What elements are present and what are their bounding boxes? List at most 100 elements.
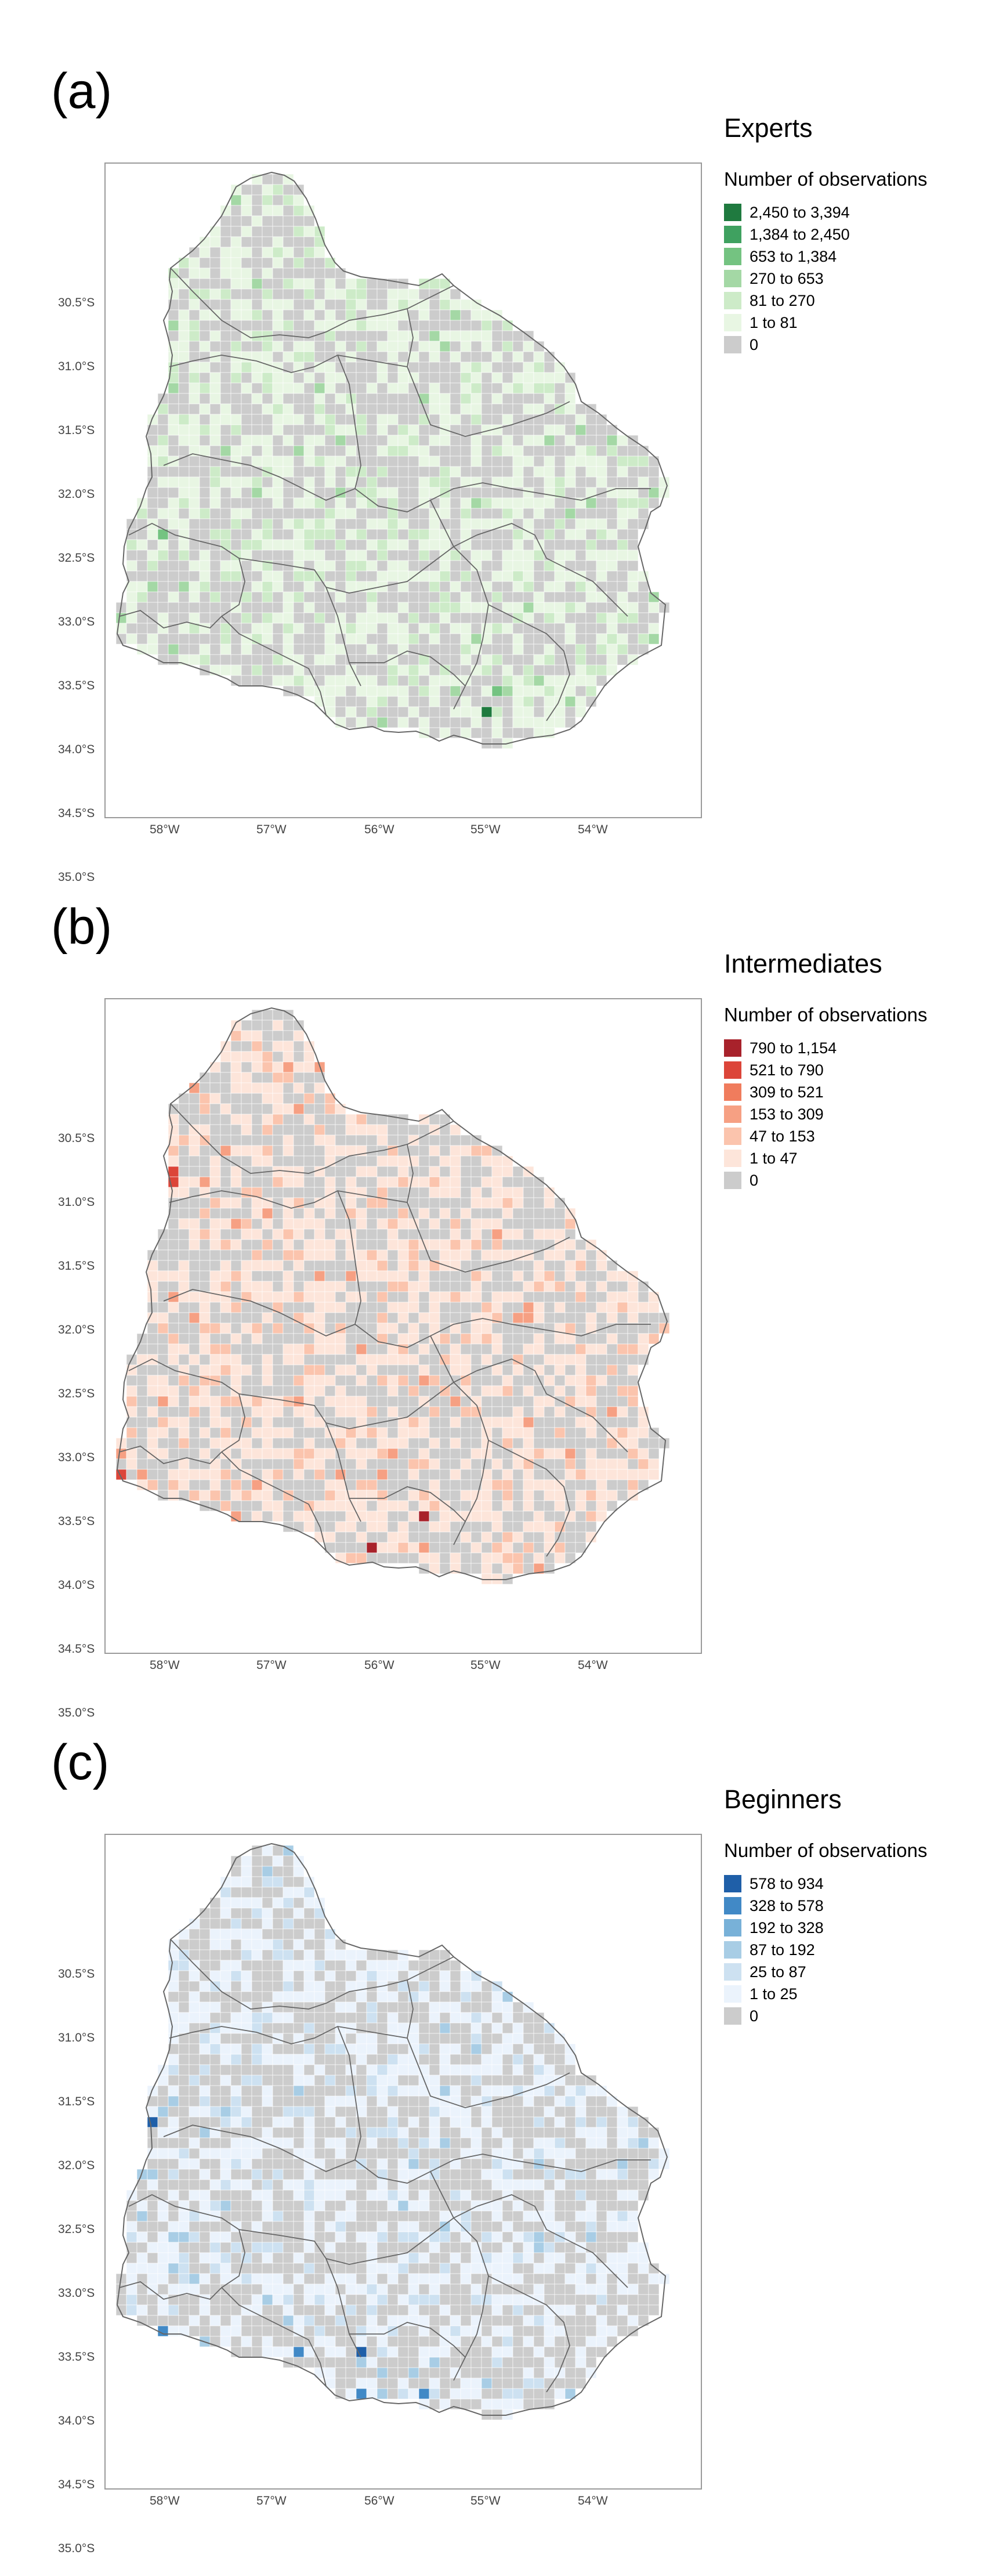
grid-cell xyxy=(283,2137,294,2149)
grid-cell xyxy=(199,2137,211,2149)
grid-cell xyxy=(303,456,315,467)
grid-cell xyxy=(324,456,336,467)
grid-cell xyxy=(251,309,263,321)
grid-cell xyxy=(627,1437,639,1449)
grid-cell xyxy=(283,623,294,634)
grid-cell xyxy=(564,445,576,457)
grid-cell xyxy=(199,529,211,540)
grid-cell xyxy=(189,2001,200,2013)
grid-cell xyxy=(544,2169,555,2180)
grid-cell xyxy=(606,560,618,572)
grid-cell xyxy=(533,1229,545,1240)
grid-cell xyxy=(429,1521,440,1533)
grid-cell xyxy=(366,612,378,624)
grid-cell xyxy=(178,497,190,509)
grid-cell xyxy=(241,1960,252,1971)
grid-cell xyxy=(387,560,399,572)
grid-cell xyxy=(617,2127,628,2138)
grid-cell xyxy=(345,403,357,415)
grid-cell xyxy=(366,1155,378,1167)
grid-cell xyxy=(439,1312,451,1324)
grid-cell xyxy=(502,1479,513,1491)
grid-cell xyxy=(387,2137,399,2149)
grid-cell xyxy=(606,1469,618,1480)
grid-cell xyxy=(502,2116,513,2128)
grid-cell xyxy=(544,1490,555,1501)
grid-cell xyxy=(408,2075,419,2086)
grid-cell xyxy=(283,1114,294,1125)
grid-cell xyxy=(303,1928,315,1940)
grid-cell xyxy=(335,685,346,697)
grid-cell xyxy=(356,2096,367,2107)
grid-cell xyxy=(387,1187,399,1198)
grid-cell xyxy=(241,623,252,634)
grid-cell xyxy=(356,1343,367,1355)
grid-cell xyxy=(220,215,231,227)
grid-cell xyxy=(387,2106,399,2118)
grid-cell xyxy=(262,268,273,279)
grid-cell xyxy=(324,2033,336,2044)
grid-cell xyxy=(272,2137,284,2149)
grid-cell xyxy=(564,424,576,436)
grid-cell xyxy=(470,2158,482,2170)
grid-cell xyxy=(460,1542,472,1553)
grid-cell xyxy=(189,1396,200,1407)
grid-cell xyxy=(439,435,451,446)
grid-cell xyxy=(460,320,472,331)
grid-cell xyxy=(544,623,555,634)
grid-cell xyxy=(387,2096,399,2107)
grid-cell xyxy=(387,539,399,551)
grid-cell xyxy=(554,706,566,718)
grid-cell xyxy=(314,288,325,300)
grid-cell xyxy=(450,372,461,384)
grid-cell xyxy=(512,2127,524,2138)
grid-cell xyxy=(377,518,388,530)
grid-cell xyxy=(606,1260,618,1271)
grid-cell xyxy=(554,591,566,603)
grid-cell xyxy=(502,2169,513,2180)
grid-cell xyxy=(335,1333,346,1345)
grid-cell xyxy=(293,487,305,498)
grid-cell xyxy=(418,414,430,425)
grid-cell xyxy=(189,1323,200,1334)
grid-cell xyxy=(303,633,315,645)
grid-cell xyxy=(481,696,493,707)
grid-cell xyxy=(199,2158,211,2170)
grid-cell xyxy=(450,612,461,624)
grid-cell xyxy=(241,2169,252,2180)
grid-cell xyxy=(439,1176,451,1188)
grid-cell xyxy=(241,497,252,509)
grid-cell xyxy=(262,1249,273,1261)
grid-cell xyxy=(502,1511,513,1522)
grid-cell xyxy=(439,1490,451,1501)
grid-cell xyxy=(314,1448,325,1459)
grid-cell xyxy=(533,362,545,373)
grid-cell xyxy=(345,2106,357,2118)
grid-cell xyxy=(429,372,440,384)
grid-cell xyxy=(491,1281,503,1292)
grid-cell xyxy=(262,1155,273,1167)
grid-cell xyxy=(439,1960,451,1971)
grid-cell xyxy=(418,309,430,321)
grid-cell xyxy=(189,633,200,645)
grid-cell xyxy=(554,2043,566,2055)
grid-cell xyxy=(209,1928,221,1940)
grid-cell xyxy=(512,1542,524,1553)
grid-cell xyxy=(230,1218,242,1230)
grid-cell xyxy=(189,341,200,352)
grid-cell xyxy=(168,1229,179,1240)
grid-cell xyxy=(470,2054,482,2065)
grid-cell xyxy=(262,476,273,488)
grid-cell xyxy=(564,644,576,655)
grid-cell xyxy=(387,1521,399,1533)
grid-cell xyxy=(293,205,305,216)
grid-cell xyxy=(209,309,221,321)
grid-cell xyxy=(283,341,294,352)
grid-cell xyxy=(283,1469,294,1480)
grid-cell xyxy=(168,1981,179,1992)
grid-cell xyxy=(397,403,409,415)
grid-cell xyxy=(178,403,190,415)
grid-cell xyxy=(283,1103,294,1115)
grid-cell xyxy=(596,1437,607,1449)
grid-cell xyxy=(189,1166,200,1177)
